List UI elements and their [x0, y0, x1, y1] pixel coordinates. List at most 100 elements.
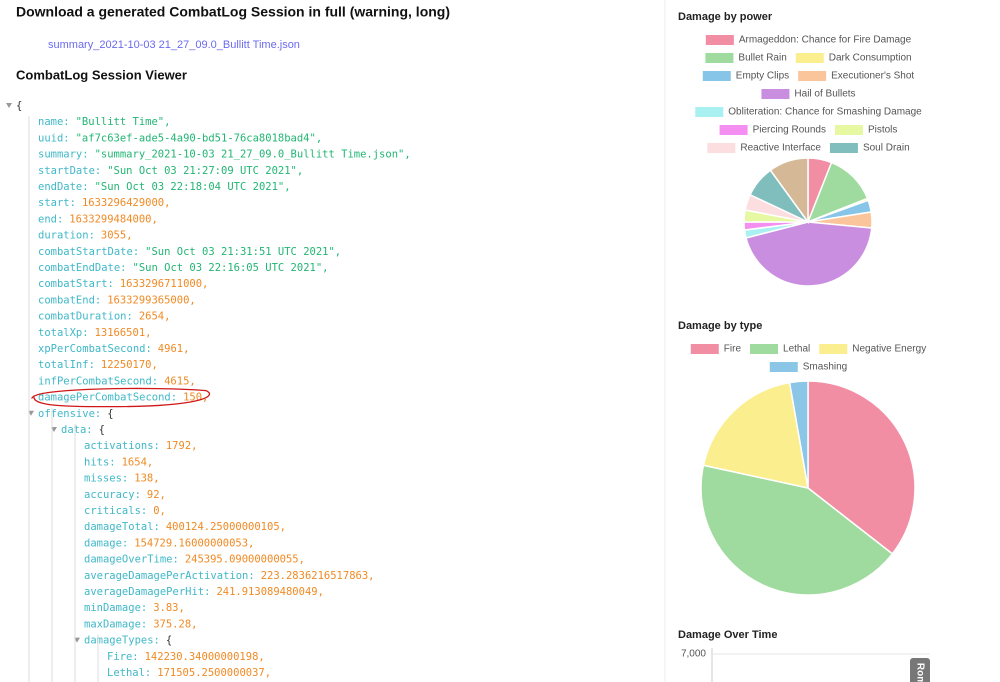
legend-swatch	[705, 53, 734, 63]
pie-slice	[702, 381, 809, 489]
json-key: startDate:	[38, 165, 101, 177]
json-key: averageDamagePerActivation:	[84, 570, 255, 582]
legend-swatch	[719, 125, 748, 135]
json-key: Lethal:	[107, 667, 151, 679]
legend-swatch	[761, 89, 790, 99]
json-value: 1633299484000,	[69, 213, 158, 225]
json-value: 245395.09000000055,	[185, 554, 305, 566]
json-key: offensive:	[38, 408, 101, 420]
json-key: combatStart:	[38, 278, 114, 290]
json-value: 13166501,	[95, 327, 152, 339]
json-key: maxDamage:	[84, 618, 147, 630]
tag-box[interactable]	[910, 658, 930, 682]
json-value: 241.913089480049,	[216, 586, 323, 598]
legend-label: Negative Energy	[852, 344, 926, 355]
json-value: 1792,	[166, 440, 198, 452]
legend-label: Smashing	[803, 362, 847, 373]
legend-swatch	[795, 53, 824, 63]
legend: Fire Lethal Negative Energy Smashing	[690, 344, 926, 373]
legend-label: Executioner's Shot	[831, 71, 914, 82]
json-key: xpPerCombatSecond:	[38, 343, 152, 355]
legend-label: Piercing Rounds	[753, 125, 826, 136]
legend-label: Reactive Interface	[740, 143, 821, 154]
json-value: 12250170,	[101, 359, 158, 371]
json-value: "Sun Oct 03 22:18:04 UTC 2021",	[95, 181, 291, 193]
legend-swatch	[798, 71, 827, 81]
legend-swatch	[829, 143, 858, 153]
json-value: {	[166, 635, 172, 647]
json-key: duration:	[38, 230, 95, 242]
json-key: endDate:	[38, 181, 89, 193]
pie-slice	[788, 380, 809, 489]
json-value: 142230.34000000198,	[145, 651, 265, 663]
json-value: {	[16, 100, 22, 112]
json-value: "af7c63ef-ade5-4a90-bd51-76ca8018bad4",	[76, 132, 323, 144]
json-value: "Sun Oct 03 21:31:51 UTC 2021",	[145, 246, 341, 258]
highlight-circle	[31, 387, 211, 408]
json-key: minDamage:	[84, 602, 147, 614]
json-key: infPerCombatSecond:	[38, 375, 158, 387]
json-key: Fire:	[107, 651, 139, 663]
json-value: 3.83,	[153, 602, 185, 614]
json-key: combatEnd:	[38, 294, 101, 306]
y-tick-label: 7,000	[681, 649, 706, 660]
json-value: "summary_2021-10-03 21_27_09.0_Bullitt T…	[95, 149, 411, 161]
legend-label: Dark Consumption	[829, 53, 912, 64]
json-value: 150,	[183, 392, 208, 404]
legend-swatch	[695, 107, 724, 117]
json-value: "Sun Oct 03 21:27:09 UTC 2021",	[107, 165, 303, 177]
legend-label: Armageddon: Chance for Fire Damage	[739, 35, 912, 46]
viewer-title: CombatLog Session Viewer	[16, 67, 187, 82]
download-link[interactable]: summary_2021-10-03 21_27_09.0_Bullitt Ti…	[48, 39, 300, 51]
legend-label: Fire	[724, 344, 742, 355]
json-value: 4961,	[158, 343, 190, 355]
chart-title: Damage by power	[678, 11, 773, 23]
json-key: activations:	[84, 440, 160, 452]
json-key: end:	[38, 213, 63, 225]
legend-label: Lethal	[783, 344, 810, 355]
json-key: combatStartDate:	[38, 246, 139, 258]
json-value: 400124.25000000105,	[166, 521, 286, 533]
legend-swatch	[750, 344, 779, 354]
pie-slice	[769, 157, 809, 225]
json-key: damageTotal:	[84, 521, 160, 533]
json-value: 223.2836216517863,	[261, 570, 375, 582]
json-key: name:	[38, 116, 70, 128]
legend-swatch	[834, 125, 863, 135]
tag-label: Rom	[914, 663, 925, 682]
toggle[interactable]	[6, 103, 12, 108]
json-value: 3055,	[101, 230, 133, 242]
json-key: misses:	[84, 473, 128, 485]
pie-slice	[807, 380, 916, 555]
json-key: start:	[38, 197, 76, 209]
legend-label: Soul Drain	[863, 143, 910, 154]
pie-slice	[700, 464, 894, 596]
json-value: 1633296429000,	[82, 197, 171, 209]
json-value: 1654,	[122, 456, 154, 468]
legend-swatch	[705, 35, 734, 45]
json-value: 4615,	[164, 375, 196, 387]
legend: Armageddon: Chance for Fire Damage Bullet…	[695, 35, 922, 154]
json-key: uuid:	[38, 132, 70, 144]
json-key: accuracy:	[84, 489, 141, 501]
json-value: 2654,	[139, 311, 171, 323]
json-key: damageTypes:	[84, 635, 160, 647]
pie-slice	[745, 221, 873, 287]
legend-label: Empty Clips	[736, 71, 789, 82]
chart-title: Damage by type	[678, 320, 762, 332]
legend-label: Pistols	[868, 125, 897, 136]
json-key: averageDamagePerHit:	[84, 586, 210, 598]
json-value: "Bullitt Time",	[76, 116, 171, 128]
json-value: 0,	[153, 505, 166, 517]
json-key: combatEndDate:	[38, 262, 127, 274]
legend-swatch	[769, 362, 798, 372]
legend-swatch	[819, 344, 848, 354]
legend-swatch	[707, 143, 736, 153]
download-title: Download a generated CombatLog Session i…	[16, 4, 450, 20]
json-value: 92,	[147, 489, 166, 501]
json-key: totalXp:	[38, 327, 89, 339]
json-key: damage:	[84, 537, 128, 549]
json-value: 171505.2500000037,	[157, 667, 271, 679]
json-value: {	[99, 424, 105, 436]
